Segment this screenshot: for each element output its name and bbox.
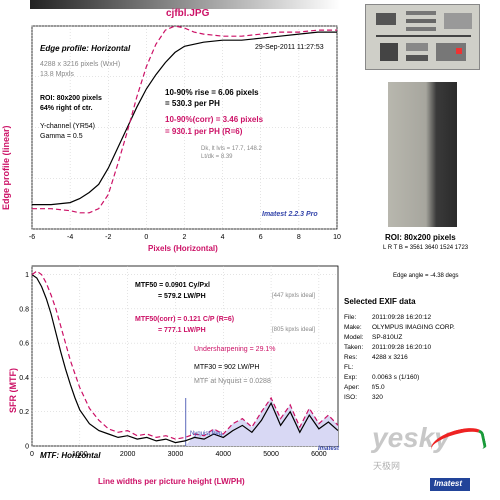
- top-timestamp: 29-Sep-2011 11:27:53: [255, 44, 324, 51]
- exif-value: 4288 x 3216: [372, 354, 408, 361]
- top-channel: Y-channel (YR54): [40, 123, 95, 130]
- x-tick-label: 4: [221, 234, 225, 241]
- gradient-strip: [30, 0, 340, 9]
- top-ylabel: Edge profile (linear): [1, 125, 11, 210]
- exif-key: Aper:: [344, 384, 360, 391]
- x-tick-label: 1000: [72, 451, 88, 458]
- x-tick-label: 0: [144, 234, 148, 241]
- corr-label: 10-90%(corr) = 3.46 pixels: [165, 115, 264, 124]
- y-tick-label: 0.4: [19, 375, 29, 382]
- series-corrected: [32, 25, 337, 214]
- x-tick-label: 2000: [120, 451, 136, 458]
- imatest-logo: [430, 478, 470, 491]
- top-info-1: 13.8 Mpxls: [40, 71, 74, 78]
- y-tick-label: 0.8: [19, 306, 29, 313]
- lt-dk: Lt/dk = 8.39: [201, 154, 233, 160]
- exif-key: Exp:: [344, 374, 358, 381]
- mtf-chart: 0 1000 2000 3000 4000 5000 6000 0 0.2 0.4 0.6 0.8 1: [19, 265, 339, 458]
- roi-caption: ROI: 80x200 pixels: [385, 233, 456, 242]
- exif-value: 320: [372, 394, 383, 401]
- rise-ph: = 530.3 per PH: [165, 99, 220, 108]
- x-tick-label: 5000: [263, 451, 279, 458]
- exif-key: ISO:: [344, 394, 358, 401]
- exif-value: 0.0063 s (1/160): [372, 374, 420, 381]
- exif-value: OLYMPUS IMAGING CORP.: [372, 324, 455, 331]
- corr-ph: = 930.1 per PH (R=6): [165, 127, 243, 136]
- top-xlabel: Pixels (Horizontal): [148, 244, 218, 253]
- exif-key: Taken:: [344, 344, 364, 351]
- nyq-label: Nyquist freq.: [190, 431, 224, 437]
- exif-key: Model:: [344, 334, 364, 341]
- y-tick-label: 0.6: [19, 341, 29, 348]
- mtf50c: MTF50(corr) = 0.121 C/P (R=6): [135, 316, 235, 323]
- edge-angle: Edge angle = -4.38 degs: [393, 273, 459, 279]
- top-brand: Imatest 2.2.3 Pro: [262, 211, 318, 218]
- exif-title: Selected EXIF data: [344, 297, 416, 306]
- top-roi-2: 64% right of ctr.: [40, 105, 93, 112]
- x-tick-label: 3000: [168, 451, 184, 458]
- bottom-brand: Imatest: [318, 446, 340, 452]
- bottom-footer: MTF: Horizontal: [40, 451, 101, 460]
- mtf50: MTF50 = 0.0901 Cy/Pxl: [135, 282, 210, 289]
- mtf50-lw: = 579.2 LW/PH: [158, 293, 206, 300]
- x-tick-label: 0: [30, 451, 34, 458]
- undersharp: Undersharpening = 29.1%: [194, 346, 276, 353]
- exif-key: FL:: [344, 364, 354, 371]
- watermark-sub: 天极网: [373, 461, 401, 471]
- mtf30: MTF30 = 902 LW/PH: [194, 364, 260, 371]
- chart-thumbnail: [365, 4, 480, 70]
- edge-profile-chart: -6 -4 -2 0 2 4 6 8 10: [29, 25, 341, 241]
- dk-lt: Dk, lt lvls = 17.7, 148.2: [201, 146, 262, 152]
- x-tick-label: 2: [183, 234, 187, 241]
- y-tick-label: 0.2: [19, 409, 29, 416]
- series-corrected: [31, 270, 339, 440]
- x-tick-label: 10: [333, 234, 341, 241]
- exif-value: 2011:09:28 16:20:12: [372, 314, 432, 321]
- mtf50-ideal: [447 kpxls ideal]: [272, 293, 316, 299]
- x-tick-label: 4000: [215, 451, 231, 458]
- file-title: cjfbl.JPG: [166, 8, 210, 19]
- roi-image: [388, 82, 457, 227]
- exif-value: 2011:09:28 16:20:10: [372, 344, 432, 351]
- exif-key: File:: [344, 314, 357, 321]
- exif-key: Res:: [344, 354, 358, 361]
- series-uncorrected: [32, 31, 337, 206]
- x-tick-label: -2: [105, 234, 111, 241]
- x-tick-label: 8: [297, 234, 301, 241]
- mtf50c-lw: = 777.1 LW/PH: [158, 327, 206, 334]
- nyq-text: MTF at Nyquist = 0.0288: [194, 378, 271, 385]
- x-tick-label: 6: [259, 234, 263, 241]
- watermark: yesky: [372, 422, 450, 453]
- top-heading: Edge profile: Horizontal: [40, 44, 131, 53]
- exif-value: f/5.0: [372, 384, 385, 391]
- bottom-ylabel: SFR (MTF): [8, 368, 18, 413]
- x-tick-label: -4: [67, 234, 73, 241]
- top-gamma: Gamma = 0.5: [40, 133, 83, 140]
- y-tick-label: 0: [25, 444, 29, 451]
- top-info-0: 4288 x 3216 pixels (WxH): [40, 61, 121, 68]
- x-tick-label: 6000: [311, 451, 327, 458]
- imatest-logo-text: Imatest: [434, 479, 463, 488]
- top-roi-1: ROI: 80x200 pixels: [40, 95, 102, 102]
- series-uncorrected: [31, 274, 339, 444]
- bottom-xlabel: Line widths per picture height (LW/PH): [98, 477, 245, 486]
- y-tick-label: 1: [25, 272, 29, 279]
- exif-value: SP-810UZ: [372, 334, 403, 341]
- rise-label: 10-90% rise = 6.06 pixels: [165, 88, 259, 97]
- mtf50c-ideal: [805 kpxls ideal]: [272, 327, 316, 333]
- exif-key: Make:: [344, 324, 362, 331]
- x-tick-label: -6: [29, 234, 35, 241]
- lrtb: L R T B = 3561 3640 1524 1723: [383, 245, 469, 251]
